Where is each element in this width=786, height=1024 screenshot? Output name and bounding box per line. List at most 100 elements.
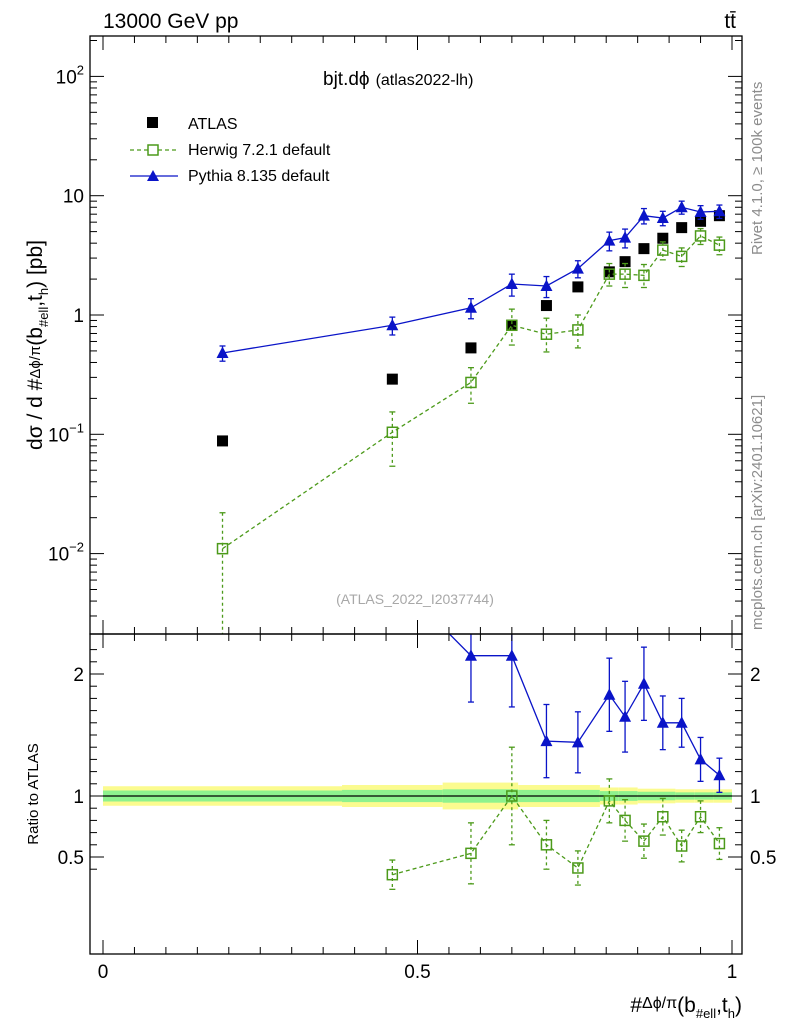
axis-labels: 10−2 10−1 1 10 102 0.5 0.5 1 1 2 2 0 0.5 1 <box>48 62 776 983</box>
pythia-marker <box>464 301 477 313</box>
pythia-ratio-marker <box>619 710 632 722</box>
pythia-ratio-marker <box>713 768 726 781</box>
pythia-ratio-marker <box>571 735 584 748</box>
pythia-ratio-marker <box>505 649 518 661</box>
herwig-ratio-marker <box>506 790 518 802</box>
ratio-ytick-label-right: 1 <box>750 787 761 808</box>
pythia-ratio-line <box>448 634 720 776</box>
xtick-label: 0.5 <box>404 962 430 983</box>
pythia-ratio-marker <box>540 734 553 747</box>
herwig-marker <box>694 230 707 242</box>
legend-label-atlas: ATLAS <box>188 116 238 133</box>
ratio-ytick-label: 0.5 <box>58 848 84 869</box>
legend-marker-atlas <box>147 117 158 128</box>
main-ytick-label: 10−1 <box>48 420 84 446</box>
pythia-ratio-marker <box>694 752 707 765</box>
herwig-marker <box>638 269 650 282</box>
herwig-ratio-marker <box>713 837 726 850</box>
herwig-marker <box>506 319 518 332</box>
main-ytick-label: 10−2 <box>48 540 84 566</box>
atlas-marker <box>217 435 229 447</box>
process-label: tt̄ <box>724 10 736 33</box>
ratio-plot-frame <box>89 633 743 955</box>
herwig-ratio-marker <box>572 862 584 874</box>
main-y-axis-label: dσ / d #Δϕ/π(b#ell,th) [pb] <box>24 240 51 450</box>
herwig-marker <box>572 324 584 336</box>
chart-subtitle: (atlas2022-lh) <box>376 72 474 89</box>
atlas-marker <box>676 222 688 234</box>
herwig-ratio-marker <box>540 839 553 851</box>
mcplots-label: mcplots.cern.ch [arXiv:2401.10621] <box>749 395 766 630</box>
chart-title-main: bjt.dϕ <box>323 69 370 90</box>
herwig-ratio-marker <box>675 840 688 852</box>
legend-label-pythia: Pythia 8.135 default <box>188 168 330 185</box>
herwig-ratio-marker <box>638 835 650 847</box>
herwig-marker <box>657 244 669 256</box>
main-plot-data <box>216 200 726 634</box>
axis-ticks <box>90 36 742 954</box>
pythia-marker <box>656 211 669 224</box>
pythia-ratio-marker <box>464 649 477 661</box>
herwig-marker <box>603 268 616 280</box>
pythia-ratio-marker <box>386 570 398 582</box>
herwig-marker <box>465 376 477 389</box>
rivet-version-label: Rivet 4.1.0, ≥ 100k events <box>749 82 766 255</box>
pythia-ratio-marker <box>603 688 616 700</box>
pythia-marker <box>505 277 518 289</box>
x-axis-label-text: #Δϕ/π(b#ell,th) <box>630 994 742 1021</box>
ratio-ytick-label-right: 2 <box>750 665 761 686</box>
herwig-marker <box>713 239 726 251</box>
atlas-marker <box>465 342 477 354</box>
pythia-marker <box>386 318 399 331</box>
ratio-ytick-label: 1 <box>73 787 84 808</box>
main-y-axis-label-text: dσ / d #Δϕ/π(b#ell,th) [pb] <box>24 240 51 450</box>
ratio-plot-data <box>386 570 726 890</box>
ratio-uncertainty-bands <box>103 782 732 810</box>
pythia-ratio-marker <box>656 716 669 728</box>
herwig-ratio-line <box>392 794 720 876</box>
herwig-ratio-marker <box>386 868 399 881</box>
herwig-marker <box>540 328 553 340</box>
pythia-marker <box>675 200 688 213</box>
legend-label-herwig: Herwig 7.2.1 default <box>188 142 331 159</box>
atlas-marker <box>386 373 398 385</box>
herwig-marker <box>675 250 688 263</box>
main-ytick-label: 10 <box>63 187 84 208</box>
herwig-ratio-marker <box>603 795 616 807</box>
analysis-watermark: (ATLAS_2022_I2037744) <box>336 591 494 607</box>
atlas-marker <box>638 243 650 255</box>
pythia-ratio-marker <box>637 677 650 689</box>
pythia-marker <box>603 234 616 246</box>
main-ytick-label: 1 <box>73 306 84 327</box>
legend: ATLAS Herwig 7.2.1 default Pythia 8.135 … <box>130 116 331 185</box>
pythia-marker <box>694 205 707 218</box>
pythia-marker <box>637 209 650 221</box>
main-ytick-label: 102 <box>56 62 84 88</box>
atlas-marker <box>619 256 631 268</box>
pythia-marker <box>540 279 553 292</box>
pythia-ratio-marker <box>675 716 688 728</box>
atlas-marker <box>572 281 584 293</box>
ratio-ytick-label: 2 <box>73 665 84 686</box>
xtick-label: 0 <box>98 962 109 983</box>
energy-label: 13000 GeV pp <box>103 10 238 33</box>
legend-marker-pythia <box>147 170 159 181</box>
legend-marker-herwig <box>147 144 159 156</box>
x-axis-label: #Δϕ/π(b#ell,th) <box>630 994 742 1021</box>
atlas-marker <box>657 232 669 244</box>
ratio-ytick-label-right: 0.5 <box>750 848 776 869</box>
ratio-y-axis-label: Ratio to ATLAS <box>25 743 42 844</box>
pythia-marker <box>571 262 584 274</box>
atlas-marker <box>695 215 707 227</box>
xtick-label: 1 <box>727 962 738 983</box>
pythia-marker <box>713 204 726 217</box>
pythia-marker <box>619 231 632 243</box>
pythia-marker <box>216 346 229 359</box>
herwig-ratio-marker <box>465 847 477 860</box>
herwig-marker <box>216 542 229 555</box>
herwig-ratio-marker <box>694 810 707 823</box>
herwig-ratio-marker <box>619 814 631 827</box>
herwig-line <box>222 235 720 550</box>
herwig-marker <box>619 268 631 280</box>
